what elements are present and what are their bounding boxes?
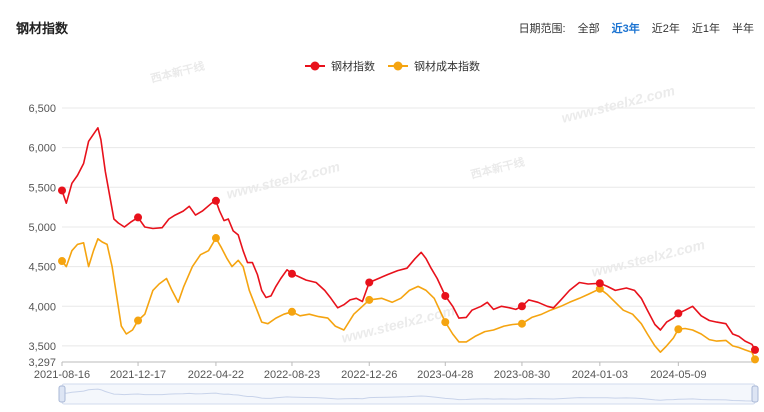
series-marker	[58, 257, 66, 266]
series-line	[61, 127, 756, 351]
series-marker	[595, 284, 604, 293]
y-tick-label: 6,500	[28, 103, 56, 115]
series-marker	[441, 318, 450, 327]
range-option-3y[interactable]: 近3年	[611, 23, 640, 35]
series-marker	[441, 291, 450, 300]
legend-label: 钢材成本指数	[414, 59, 480, 73]
series-marker	[211, 196, 220, 205]
series-marker	[674, 325, 683, 334]
series-marker	[365, 278, 374, 287]
y-tick-label: 4,500	[28, 262, 56, 274]
range-option-half-year[interactable]: 半年	[732, 23, 754, 35]
x-tick-label: 2022-04-22	[188, 369, 244, 381]
x-tick-label: 2021-12-17	[110, 369, 166, 381]
series-marker	[365, 295, 374, 304]
x-tick-label: 2022-12-26	[341, 369, 397, 381]
date-range-label: 日期范围:	[518, 23, 566, 35]
series-marker	[517, 319, 526, 328]
x-tick-label: 2023-04-28	[417, 369, 473, 381]
zoom-handle-right[interactable]	[751, 385, 759, 403]
zoom-slider-preview	[61, 388, 756, 402]
series-marker	[674, 309, 683, 318]
series-marker	[211, 234, 220, 243]
zoom-handle-left[interactable]	[58, 385, 66, 403]
series-marker	[134, 316, 143, 325]
series-marker	[134, 213, 143, 222]
series-marker	[751, 345, 759, 354]
date-range-selector: 日期范围: 全部 近3年 近2年 近1年 半年	[519, 20, 754, 36]
page-title: 钢材指数	[16, 21, 69, 36]
y-tick-label: 5,000	[28, 222, 56, 234]
x-tick-label: 2024-05-09	[650, 369, 706, 381]
series-line	[61, 237, 756, 360]
x-tick-label: 2022-08-23	[264, 369, 320, 381]
y-tick-label: 3,297	[28, 357, 56, 369]
x-tick-label: 2021-08-16	[34, 369, 90, 381]
series-marker	[751, 355, 759, 364]
range-option-2y[interactable]: 近2年	[651, 23, 680, 35]
series-marker	[517, 302, 526, 311]
y-tick-label: 6,000	[28, 143, 56, 155]
x-tick-label: 2023-08-30	[494, 369, 550, 381]
legend-swatch-dot	[393, 61, 403, 71]
y-tick-label: 3,500	[28, 341, 56, 353]
x-tick-label: 2024-01-03	[572, 369, 628, 381]
y-tick-label: 4,000	[28, 301, 56, 313]
legend-label: 钢材指数	[331, 59, 375, 73]
series-marker	[595, 279, 604, 288]
series-marker	[58, 186, 66, 195]
range-option-1y[interactable]: 近1年	[691, 23, 720, 35]
legend-swatch-dot	[310, 61, 320, 71]
series-marker	[287, 269, 296, 278]
range-option-all[interactable]: 全部	[577, 23, 600, 35]
series-marker	[287, 307, 296, 316]
y-tick-label: 5,500	[28, 182, 56, 194]
